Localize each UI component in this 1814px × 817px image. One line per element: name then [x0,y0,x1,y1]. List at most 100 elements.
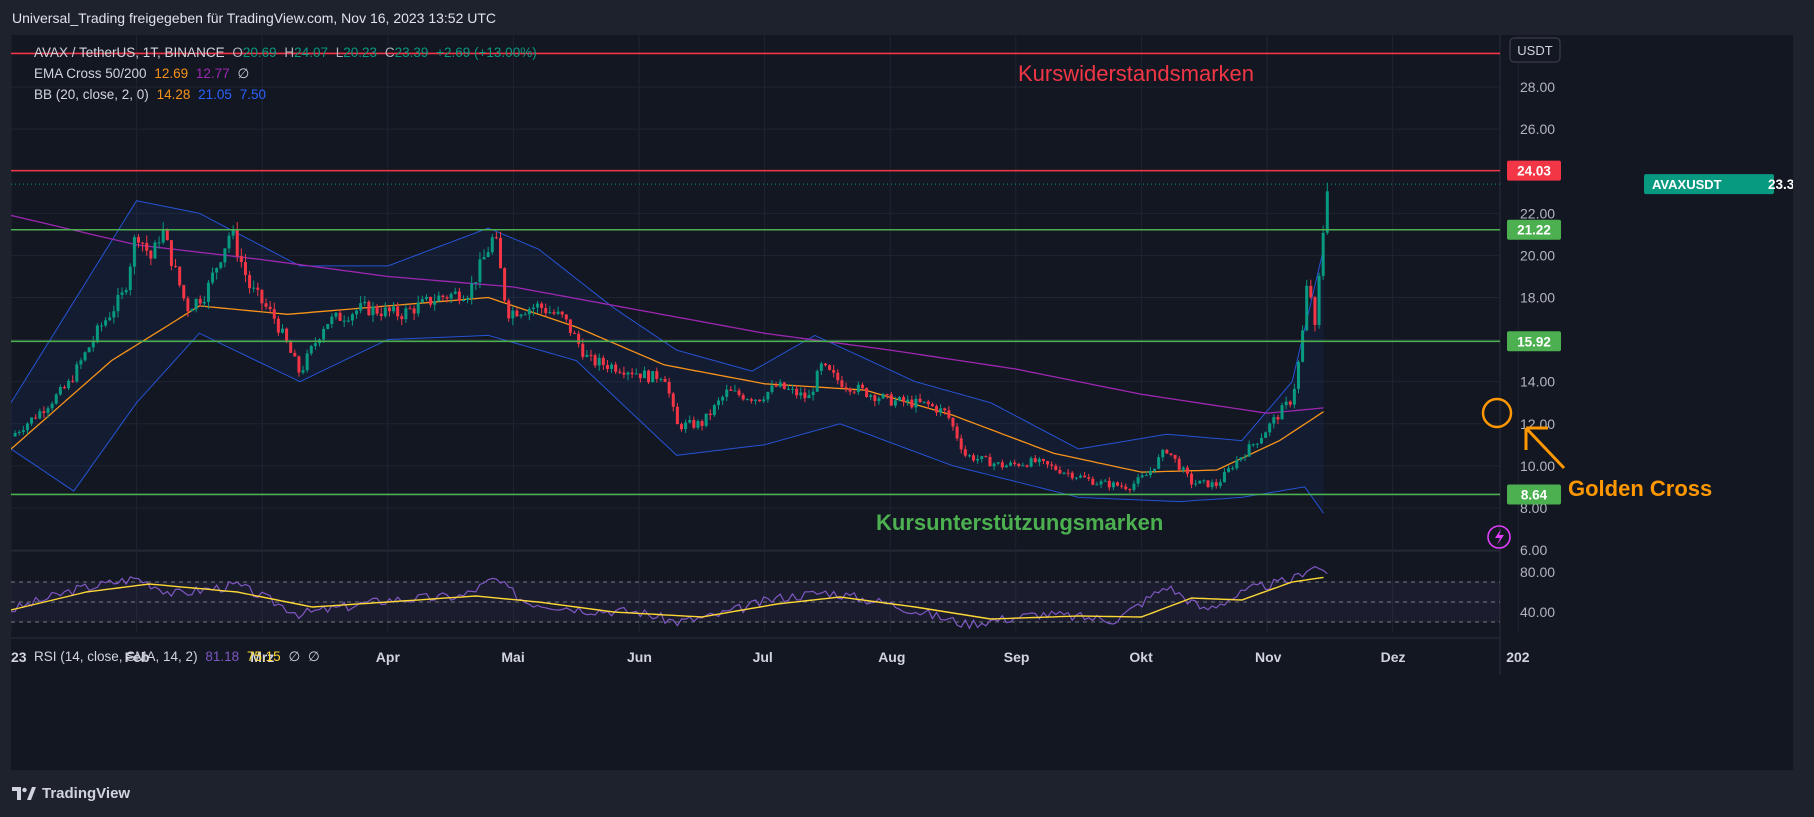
candle-body [618,371,622,373]
candle-body [556,311,560,314]
candle-body [1288,401,1292,405]
rsi-ma-line [11,576,1324,620]
candle-body [548,312,552,314]
candle-body [1148,470,1152,476]
candle-body [1132,483,1136,490]
candle-body [1227,468,1231,472]
candle-body [1247,444,1251,457]
candle-body [1009,462,1013,466]
candle-body [1198,480,1202,484]
candle-body [145,242,149,251]
candle-body [671,393,675,407]
time-tick-label: Sep [1004,649,1030,665]
level-label-bg [1507,484,1561,505]
level-label-2: 21.22 [1517,223,1551,238]
level-label-1: 24.03 [1517,164,1551,179]
candle-body [338,312,342,321]
candle-body [445,297,449,299]
candle-body [412,308,416,314]
candle-body [1292,388,1296,405]
bb-name: BB (20, close, 2, 0) [34,87,149,102]
candle-body [1029,458,1033,467]
candle-body [486,252,490,257]
candle-body [560,311,564,315]
candle-body [696,421,700,428]
chart-area[interactable]: 28.0026.0024.0022.0020.0018.0016.0014.00… [11,35,1793,770]
time-tick-label: Jun [627,649,652,665]
rsi-na-2: ∅ [307,649,320,664]
candle-body [30,417,34,424]
ema-slow-value: 12.77 [195,66,230,81]
candle-body [692,420,696,428]
candle-body [330,316,334,325]
candle-body [482,256,486,260]
candle-body [182,285,186,299]
price-chart[interactable]: 28.0026.0024.0022.0020.0018.0016.0014.00… [11,35,1793,770]
candle-body [128,266,132,291]
candle-body [1120,485,1124,487]
candle-body [1218,482,1222,486]
candle-body [252,287,256,289]
candle-body [717,400,721,406]
time-tick-label: Mrz [250,649,274,665]
candles-group [13,182,1329,494]
candle-body [544,307,548,314]
time-tick-label: 23 [11,649,27,665]
candle-body [408,308,412,310]
legend-bb[interactable]: BB (20, close, 2, 0) 14.28 21.05 7.50 [34,87,270,102]
bb-upper-value: 21.05 [198,87,232,102]
time-tick-label: Jul [753,649,773,665]
candle-body [733,390,737,392]
candle-body [235,230,239,257]
candle-body [1259,437,1263,444]
bb-basis-value: 14.28 [156,87,191,102]
candle-body [774,385,778,387]
rsi-name: RSI (14, close, SMA, 14, 2) [34,649,198,664]
candle-body [1264,432,1268,438]
legend-ohlc: AVAX / TetherUS, 1T, BINANCE O20.69 H24.… [34,45,541,60]
price-tick-label: 18.00 [1520,290,1555,306]
candle-body [926,401,930,405]
candle-body [564,314,568,320]
flash-icon [1487,525,1511,549]
footer-brand[interactable]: TradingView [12,785,130,802]
candle-body [688,420,692,423]
candle-body [700,421,704,426]
legend-close: 23.39 [394,45,429,60]
candle-body [967,455,971,457]
candle-body [46,408,50,413]
candle-body [1074,477,1078,479]
legend-rsi[interactable]: RSI (14, close, SMA, 14, 2) 81.18 75.15 … [34,649,324,665]
candle-body [507,300,511,319]
candle-body [630,372,634,375]
legend-symbol[interactable]: AVAX / TetherUS, 1T, BINANCE [34,45,225,60]
candle-body [400,316,404,320]
candle-body [42,411,46,413]
candle-body [326,324,330,330]
rsi-tick-label: 80.00 [1520,564,1555,580]
candle-body [918,398,922,403]
footer-brand-text: TradingView [42,785,131,802]
candle-body [893,400,897,406]
candle-body [815,370,819,392]
candle-body [62,387,66,389]
candle-body [1099,481,1103,485]
currency-button[interactable]: USDT [1517,43,1552,58]
candle-body [1041,459,1045,462]
candle-body [708,413,712,416]
candle-body [1058,469,1062,474]
legend-ema[interactable]: EMA Cross 50/200 12.69 12.77 ∅ [34,66,253,82]
candle-body [782,382,786,389]
candle-body [955,426,959,439]
candle-body [108,317,112,321]
candle-body [91,340,95,348]
candle-body [99,325,103,327]
candle-body [947,410,951,418]
candle-body [552,312,556,314]
time-tick-label: Feb [125,649,150,665]
candle-body [1095,484,1099,486]
time-tick-label: Apr [376,649,401,665]
candle-body [186,298,190,312]
candle-body [437,295,441,302]
candle-body [1000,462,1004,468]
